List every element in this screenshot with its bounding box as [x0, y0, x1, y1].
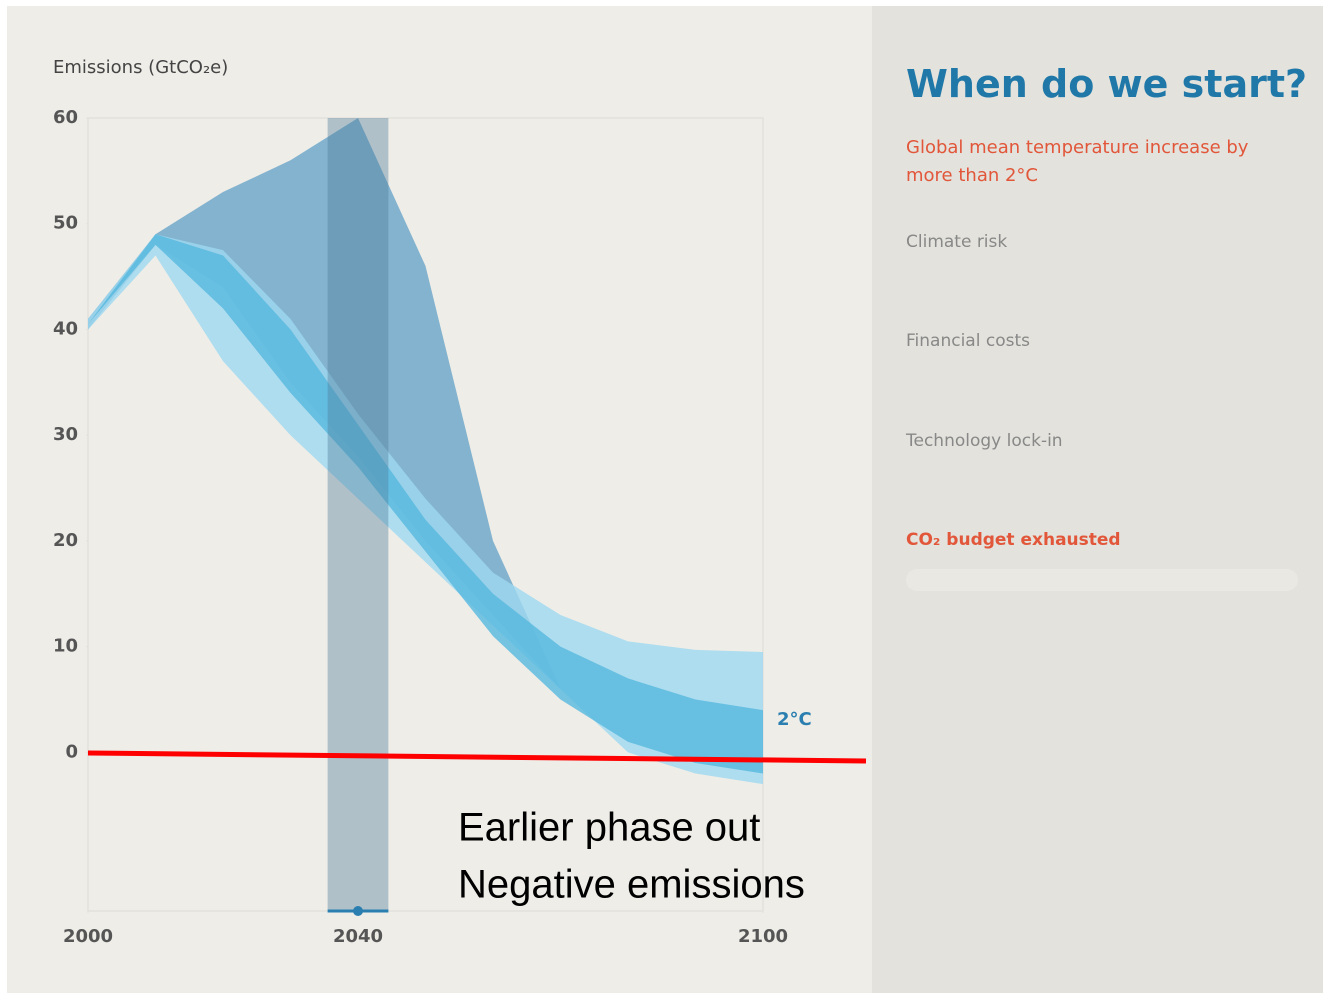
- budget-bar: [906, 569, 1298, 591]
- panel-title: When do we start?: [906, 62, 1308, 106]
- x-tick-label: 2040: [333, 926, 383, 947]
- x-tick-label: 2000: [63, 926, 113, 947]
- y-tick-label: 60: [53, 107, 78, 128]
- selection: [327, 118, 389, 911]
- series-label: 2°C: [777, 709, 812, 730]
- slider-handle[interactable]: [353, 906, 363, 916]
- panel-item[interactable]: Climate risk: [906, 232, 1008, 252]
- x-tick-label: 2100: [738, 926, 788, 947]
- panel-budget: CO₂ budget exhausted: [906, 530, 1121, 550]
- y-tick-label: 20: [53, 530, 78, 551]
- plot-frame: [87, 117, 764, 912]
- band: [88, 234, 763, 785]
- band: [88, 234, 763, 774]
- annotation: Earlier phase out: [458, 806, 760, 850]
- panel-item[interactable]: Technology lock-in: [906, 431, 1063, 451]
- y-tick-label: 50: [53, 213, 78, 234]
- zero-line: [87, 750, 867, 764]
- panel-item[interactable]: Financial costs: [906, 331, 1030, 351]
- y-tick-label: 30: [53, 424, 78, 445]
- y-tick-label: 0: [65, 741, 78, 762]
- screen: When do we start? Global mean temperatur…: [7, 6, 1323, 993]
- y-tick-label: 40: [53, 318, 78, 339]
- annotation: Negative emissions: [458, 863, 805, 907]
- y-axis-label: Emissions (GtCO₂e): [53, 57, 228, 78]
- panel-subtitle: Global mean temperature increase by more…: [906, 137, 1249, 186]
- side-panel: When do we start? Global mean temperatur…: [872, 6, 1323, 993]
- y-tick-label: 10: [53, 636, 78, 657]
